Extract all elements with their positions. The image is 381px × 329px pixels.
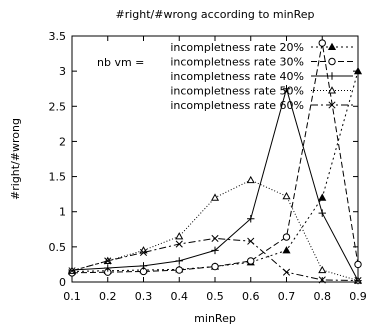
- data-point: [139, 248, 148, 257]
- series-line: [71, 42, 359, 274]
- legend-entry: incompletness rate 20%: [170, 41, 353, 54]
- x-tick-label: 0.7: [278, 290, 296, 303]
- y-tick-label: 2.5: [49, 100, 67, 113]
- data-point: [175, 232, 184, 240]
- y-tick-label: 3: [59, 65, 66, 78]
- x-tick-label: 0.4: [171, 290, 189, 303]
- chart-title: #right/#wrong according to minRep: [115, 8, 314, 21]
- legend: incompletness rate 20% incompletness rate…: [170, 41, 353, 112]
- x-tick-label: 0.2: [99, 290, 117, 303]
- data-point: [104, 257, 112, 265]
- data-point: [354, 277, 362, 285]
- data-point: [318, 209, 326, 217]
- legend-marker: [328, 57, 336, 66]
- data-point: [282, 192, 291, 200]
- x-tick-label: 0.5: [206, 290, 224, 303]
- tick-labels: 0.1 0.2 0.3 0.4 0.5 0.6 0.7 0.8 0.9 0 0.5 1 1.5 2 2.5 3…: [49, 30, 367, 303]
- data-point: [353, 66, 363, 75]
- legend-marker: [327, 86, 337, 94]
- legend-entry: incompletness rate 50%: [170, 85, 353, 98]
- y-tick-label: 3.5: [49, 30, 67, 43]
- y-tick-label: 1.5: [49, 171, 67, 184]
- data-point: [175, 240, 183, 248]
- data-point: [246, 175, 255, 184]
- data-point: [175, 266, 183, 274]
- legend-marker: [328, 101, 336, 109]
- legend-marker: [327, 42, 337, 51]
- legend-label: incompletness rate 20%: [170, 41, 304, 54]
- data-point: [318, 276, 326, 284]
- y-tick-label: 0: [59, 276, 66, 289]
- legend-entry: incompletness rate 60%: [170, 99, 353, 112]
- data-point: [175, 257, 183, 265]
- y-tick-label: 0.5: [49, 241, 67, 254]
- series-line: [71, 237, 359, 282]
- legend-entry: incompletness rate 40%: [170, 70, 353, 83]
- y-tick-label: 1: [59, 206, 66, 219]
- data-point: [211, 246, 219, 255]
- legend-label: incompletness rate 50%: [170, 85, 304, 98]
- x-tick-label: 0.3: [135, 290, 153, 303]
- data-point: [282, 246, 291, 254]
- data-point: [210, 193, 220, 201]
- x-tick-label: 0.8: [314, 290, 332, 303]
- x-axis-label: minRep: [194, 312, 236, 325]
- data-point: [247, 257, 255, 265]
- data-point: [139, 262, 148, 270]
- legend-entry: incompletness rate 30%: [170, 56, 353, 69]
- legend-label: incompletness rate 60%: [170, 99, 304, 112]
- x-tick-label: 0.9: [349, 290, 367, 303]
- data-point: [282, 85, 291, 93]
- y-axis-label: #right/#wrong: [9, 118, 22, 200]
- data-point: [211, 262, 219, 271]
- data-point: [211, 234, 219, 242]
- data-point: [318, 39, 326, 47]
- data-point: [247, 215, 255, 223]
- series-5: [68, 234, 362, 285]
- series-3: [68, 85, 362, 285]
- data-point: [68, 267, 76, 275]
- data-point: [104, 264, 112, 272]
- data-point: [282, 268, 291, 276]
- data-point: [318, 265, 327, 274]
- data-point: [354, 260, 362, 269]
- series-2: [68, 39, 362, 277]
- y-tick-label: 2: [59, 135, 66, 148]
- legend-label: incompletness rate 30%: [170, 56, 304, 69]
- legend-label: incompletness rate 40%: [170, 70, 304, 83]
- x-tick-label: 0.1: [63, 290, 81, 303]
- legend-marker: [328, 72, 336, 80]
- series-layer: [67, 39, 363, 285]
- data-point: [282, 233, 291, 241]
- data-point: [247, 237, 255, 245]
- data-point: [318, 193, 327, 201]
- x-tick-label: 0.6: [242, 290, 260, 303]
- legend-extra-label: nb vm =: [97, 56, 144, 69]
